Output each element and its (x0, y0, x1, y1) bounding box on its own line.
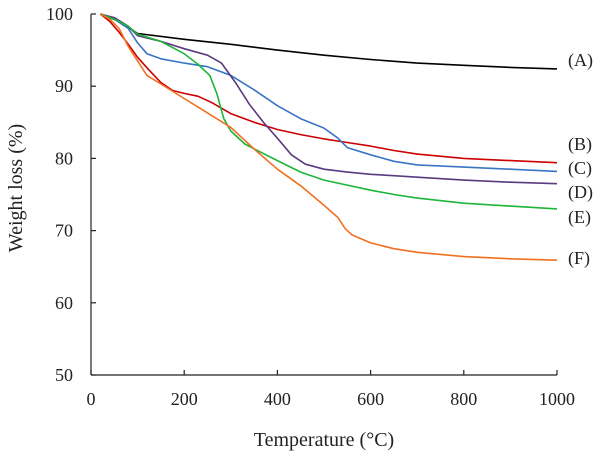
x-tick-label: 1000 (539, 389, 575, 409)
series-label-4: (D) (568, 182, 593, 203)
series-line-3 (100, 13, 558, 173)
y-tick-label: 80 (55, 148, 73, 168)
y-tick-label: 70 (55, 221, 73, 241)
series-label-6: (F) (568, 248, 590, 269)
tick-labels: 0 200 400 600 800 1000 50 60 70 80 90 100 (46, 4, 575, 409)
x-tick-label: 0 (87, 389, 96, 409)
series-line-6 (99, 13, 558, 261)
series-label-1: (A) (568, 50, 593, 71)
series-line-4 (100, 13, 558, 185)
y-tick-label: 100 (46, 4, 73, 24)
series-label-5: (E) (568, 207, 591, 228)
axes (90, 13, 558, 376)
series-label-3: (C) (568, 158, 592, 179)
y-axis-title: Weight loss (%) (5, 124, 27, 252)
x-tick-label: 800 (450, 389, 477, 409)
x-axis-title: Temperature (°C) (254, 429, 394, 451)
y-tick-label: 50 (55, 365, 73, 385)
x-tick-label: 400 (264, 389, 291, 409)
x-tick-label: 200 (171, 389, 198, 409)
series-line-5 (100, 13, 558, 210)
series-label-2: (B) (568, 134, 592, 155)
y-tick-label: 60 (55, 293, 73, 313)
series-line-2 (99, 13, 558, 164)
series-lines (99, 13, 558, 261)
series-labels: (A) (B) (C) (D) (E) (F) (568, 50, 593, 269)
y-tick-label: 90 (55, 76, 73, 96)
x-tick-label: 600 (357, 389, 384, 409)
